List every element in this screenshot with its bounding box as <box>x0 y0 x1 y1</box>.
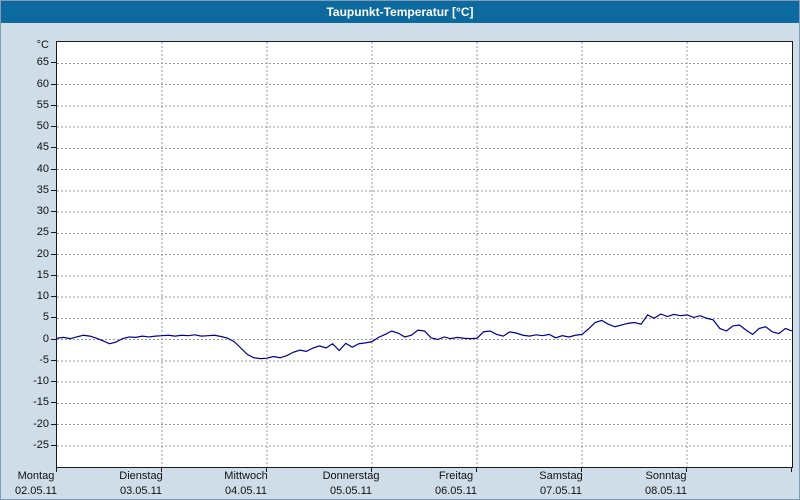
x-date-label: 06.05.11 <box>434 485 477 497</box>
y-tick-mark <box>51 168 56 170</box>
x-tick-mark <box>791 468 792 472</box>
x-date-label: 08.05.11 <box>644 485 687 497</box>
y-tick-label: -15 <box>33 396 49 409</box>
y-tick-label: 10 <box>36 290 49 302</box>
y-tick-label: 15 <box>36 268 49 281</box>
y-tick-mark <box>51 83 56 85</box>
x-tick-mark <box>686 468 687 472</box>
y-tick-mark <box>51 62 56 64</box>
title-bar: Taupunkt-Temperatur [°C] <box>1 1 799 23</box>
y-tick-mark <box>51 338 56 340</box>
chart-title: Taupunkt-Temperatur [°C] <box>326 5 474 19</box>
y-tick-label: 60 <box>36 77 49 90</box>
x-tick-mark <box>476 468 477 472</box>
plot-area <box>56 41 793 468</box>
x-date-label: 03.05.11 <box>119 485 162 497</box>
x-day-label: Donnerstag <box>322 470 380 482</box>
y-tick-mark <box>51 381 56 382</box>
y-tick-mark <box>51 189 56 191</box>
y-tick-mark <box>51 211 56 212</box>
x-tick-mark <box>581 468 582 472</box>
x-day-label: Montag <box>17 470 55 482</box>
y-tick-label: 0 <box>42 332 49 345</box>
y-tick-label: 25 <box>36 226 49 239</box>
y-tick-mark <box>51 274 56 276</box>
y-tick-label: 50 <box>36 120 49 132</box>
y-tick-mark <box>51 317 56 319</box>
y-tick-label: 40 <box>36 162 49 175</box>
y-tick-label: 45 <box>36 141 49 154</box>
x-day-label: Dienstag <box>119 470 163 482</box>
x-tick-mark <box>56 468 57 472</box>
x-tick-mark <box>266 468 267 472</box>
y-tick-label: 55 <box>36 98 49 111</box>
y-tick-label: 65 <box>36 56 49 69</box>
y-tick-mark <box>51 104 56 106</box>
x-tick-mark <box>161 468 162 472</box>
chart-svg <box>57 42 792 467</box>
y-tick-label: 35 <box>36 183 49 196</box>
y-tick-mark <box>51 423 56 425</box>
x-day-label: Samstag <box>539 470 583 482</box>
y-tick-label: -20 <box>33 417 49 430</box>
x-tick-mark <box>371 468 372 472</box>
x-day-label: Mittwoch <box>224 470 268 482</box>
y-tick-mark <box>51 253 56 255</box>
y-tick-mark <box>51 126 56 127</box>
x-day-label: Sonntag <box>645 470 687 482</box>
x-day-label: Freitag <box>438 470 474 482</box>
dewpoint-line-series <box>57 313 792 360</box>
y-tick-label: 30 <box>36 205 49 217</box>
x-date-label: 04.05.11 <box>224 485 267 497</box>
y-tick-mark <box>51 359 56 361</box>
y-tick-label: 5 <box>42 311 49 324</box>
y-axis-unit-label: °C <box>36 39 49 51</box>
y-tick-mark <box>51 296 56 297</box>
y-tick-label: -5 <box>39 353 49 366</box>
x-date-label: 05.05.11 <box>329 485 372 497</box>
y-tick-mark <box>51 147 56 149</box>
y-tick-label: -10 <box>33 375 49 387</box>
y-tick-label: -25 <box>33 438 49 451</box>
y-tick-mark <box>51 232 56 234</box>
y-tick-mark <box>51 402 56 404</box>
x-date-label: 07.05.11 <box>539 485 582 497</box>
x-date-label: 02.05.11 <box>14 485 57 497</box>
y-tick-mark <box>51 444 56 446</box>
y-tick-label: 20 <box>36 247 49 260</box>
